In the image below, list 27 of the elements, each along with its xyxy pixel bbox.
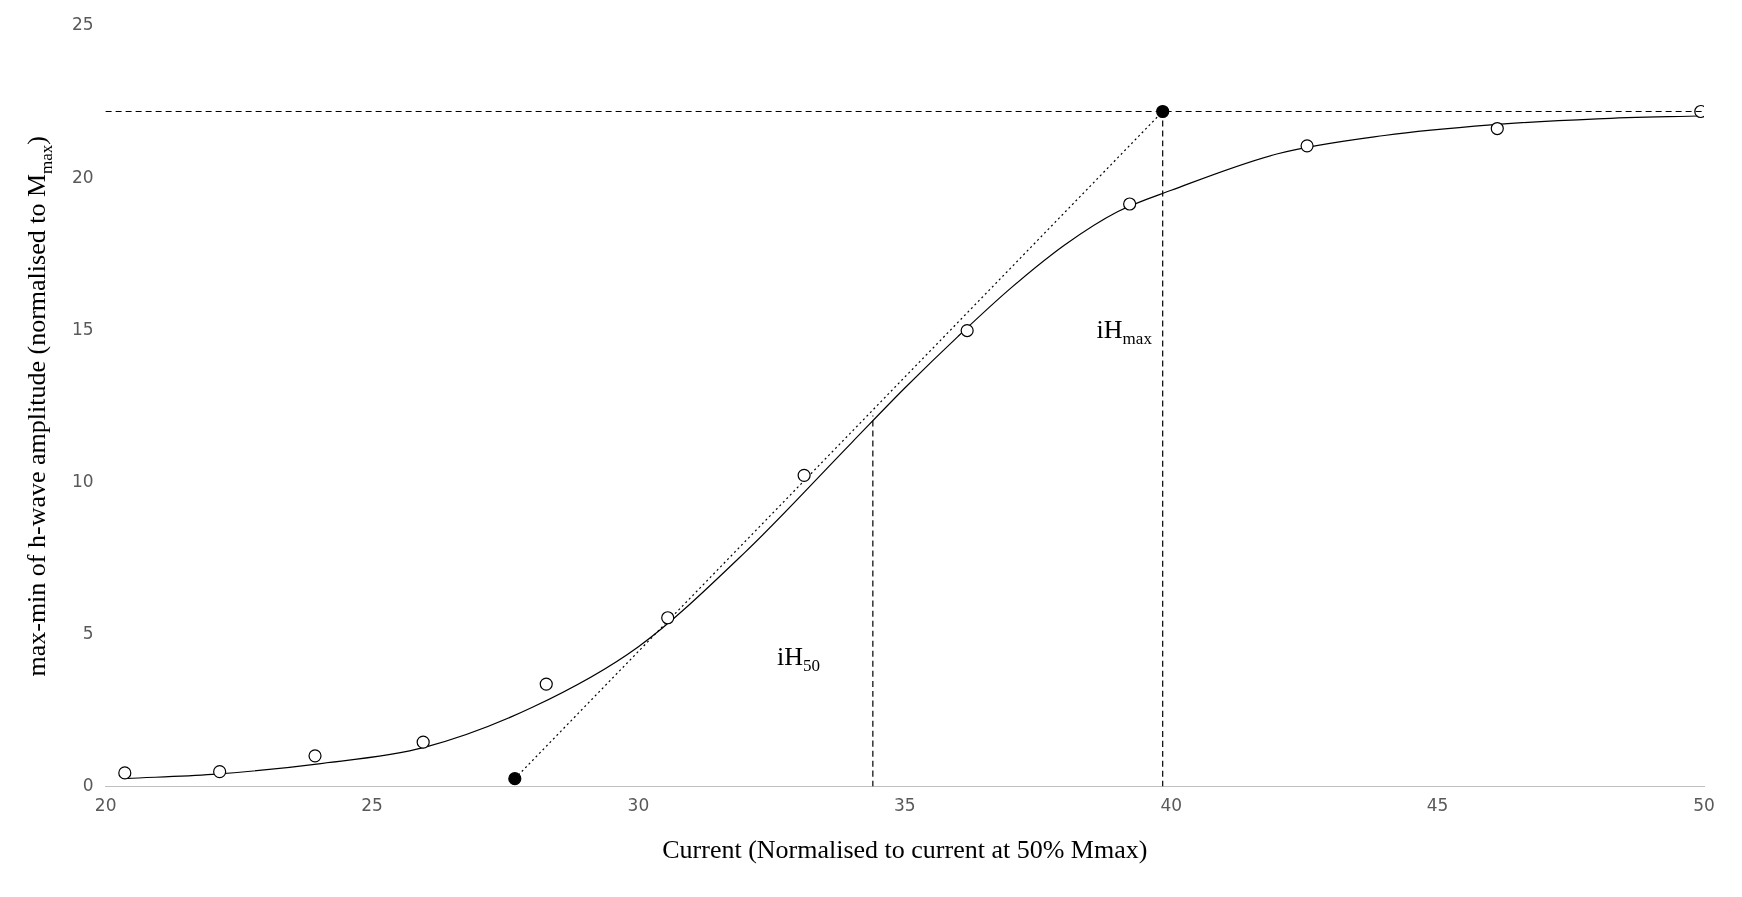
point	[797, 468, 811, 482]
x-tick-label: 50	[1693, 795, 1715, 816]
x-tick-label: 25	[361, 795, 383, 816]
point	[118, 766, 132, 780]
point	[1156, 104, 1170, 119]
x-tick-label: 40	[1160, 795, 1183, 816]
point	[1300, 139, 1314, 153]
x-tick-label: 45	[1426, 795, 1449, 816]
y-tick-label: 5	[82, 622, 94, 643]
x-tick-label: 30	[627, 795, 650, 816]
point	[1123, 197, 1137, 211]
x-tick-label: 35	[894, 795, 916, 816]
point	[1490, 121, 1504, 136]
y-tick-label: 0	[82, 775, 94, 796]
point	[416, 735, 430, 749]
point	[508, 772, 522, 786]
y-tick-label: 10	[71, 470, 94, 491]
point	[213, 765, 227, 779]
point	[539, 677, 553, 691]
point	[661, 611, 675, 625]
x-axis-title: Current (Normalised to current at 50% Mmax)	[662, 835, 1148, 864]
y-tick-label: 15	[71, 318, 94, 339]
point	[308, 749, 322, 763]
y-tick-label: 25	[71, 14, 94, 35]
y-tick-label: 20	[71, 166, 94, 187]
y-axis-title: max-min of h-wave amplitude (normalised to Mmax)	[22, 136, 56, 677]
point	[960, 323, 974, 338]
